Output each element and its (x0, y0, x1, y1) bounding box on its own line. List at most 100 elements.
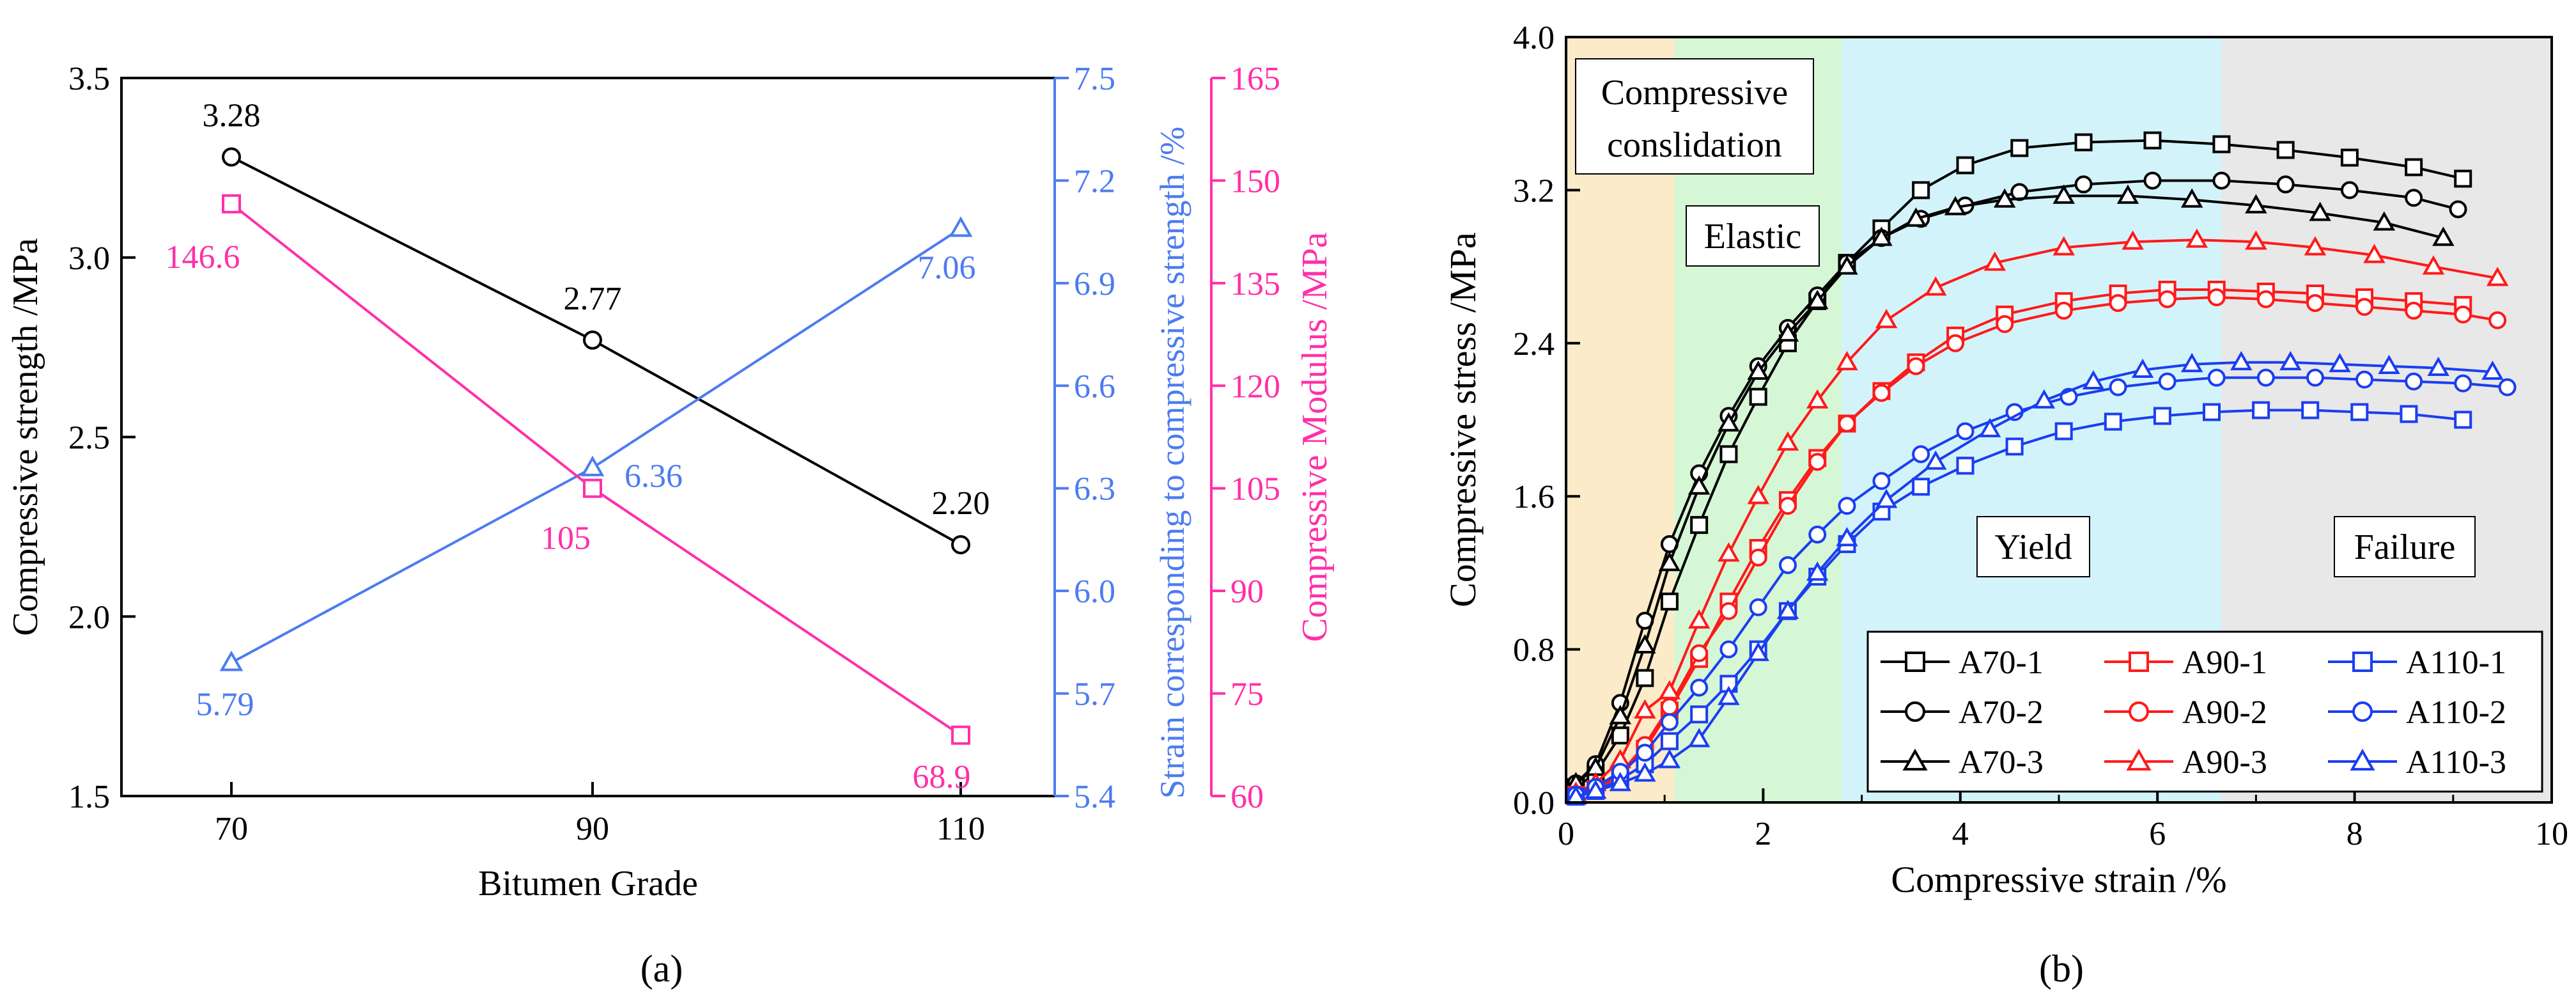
data-point-a90-3 (2052, 236, 2075, 256)
data-point-a110-3 (2481, 360, 2504, 380)
data-point-a70-3 (1806, 290, 1829, 309)
data-point-a70-3 (2245, 194, 2267, 214)
legend-label-a70-2: A70-2 (1959, 694, 2044, 731)
x-tick-label: 90 (576, 811, 609, 847)
legend-label-a90-1: A90-1 (2182, 645, 2267, 681)
region-label-consolidation-line1: Compressive (1601, 73, 1788, 113)
region-label-box-failure (2334, 516, 2476, 577)
x-tick-label: 70 (215, 811, 248, 847)
data-point-a70-3 (2373, 211, 2396, 231)
data-point-a110-3 (1634, 762, 1656, 782)
data-point-a70-2 (2449, 200, 2467, 219)
data-point-a90-3 (1983, 251, 2006, 271)
data-point-a90-3 (1806, 389, 1829, 409)
data-point-a110-3 (1609, 772, 1632, 792)
data-point-square (951, 725, 970, 745)
data-point-circle (583, 330, 602, 350)
legend-marker-a110-1 (2352, 652, 2373, 672)
panel-a-chart: 70 90 110 Bitumen Grade 1.5 2.0 2.5 3.0 3.5 Compr… (6, 61, 1335, 990)
data-point-a70-3 (1944, 196, 1967, 215)
data-point-a110-2 (1808, 526, 1827, 544)
data-point-a110-2 (1778, 556, 1797, 574)
panel-label-b: (b) (2039, 948, 2084, 990)
data-point-a70-1 (2143, 131, 2162, 150)
data-point-a110-2 (2306, 368, 2324, 387)
data-point-a110-2 (2158, 372, 2176, 391)
y-left-tick-label: 1.5 (68, 779, 110, 815)
data-point-a90-2 (2488, 311, 2507, 329)
x-tick-label: 110 (936, 811, 985, 847)
data-point-a110-2 (1872, 472, 1891, 490)
y-right1-axis-label: Strain corresponding to compressive stre… (1153, 127, 1191, 799)
y-right1-tick-label: 6.3 (1074, 471, 1115, 508)
data-point-triangle (580, 455, 605, 476)
data-point-triangle (949, 216, 973, 237)
data-point-a90-2 (1749, 548, 1767, 566)
data-point-a110-3 (2279, 350, 2302, 371)
region-label-box-consolidation (1575, 58, 1814, 175)
data-label-square: 68.9 (913, 759, 971, 795)
data-point-a110-2 (1956, 422, 1975, 441)
y-axis-label: Compressive stress /MPa (1442, 232, 1484, 607)
data-point-circle (951, 535, 970, 554)
panel-label-a: (a) (640, 948, 683, 990)
data-point-a70-1 (1912, 181, 1930, 199)
legend-marker-a70-3 (1902, 748, 1928, 771)
data-point-a90-2 (1872, 384, 1891, 402)
data-point-a110-2 (2405, 372, 2423, 391)
y-right2-tick-label: 165 (1230, 61, 1280, 97)
data-point-a70-1 (1749, 387, 1767, 406)
data-point-a110-1 (2005, 437, 2024, 456)
data-point-a70-2 (2405, 189, 2423, 207)
data-point-a110-2 (2256, 368, 2275, 387)
data-point-a110-1 (1912, 478, 1930, 496)
data-label-triangle: 5.79 (196, 686, 254, 723)
y-right2-tick-label: 120 (1230, 368, 1280, 405)
data-point-a70-1 (1636, 669, 1654, 687)
data-point-a110-1 (2153, 407, 2171, 425)
data-point-a110-1 (2252, 401, 2270, 419)
legend-marker-a90-3 (2126, 748, 2152, 771)
data-point-a90-2 (2158, 290, 2176, 308)
data-point-a110-3 (2378, 354, 2400, 375)
region-label-consolidation-line2: conslidation (1607, 125, 1782, 165)
data-point-a90-2 (1719, 602, 1738, 620)
data-point-a70-2 (2143, 171, 2162, 190)
data-point-circle (222, 147, 241, 167)
data-point-a90-2 (1996, 315, 2014, 333)
data-point-a110-3 (1747, 641, 1769, 661)
y-right1-tick-label: 6.0 (1074, 574, 1115, 610)
data-point-a90-3 (1836, 350, 1858, 371)
data-point-a90-3 (1776, 431, 1799, 451)
data-point-a110-3 (1688, 728, 1711, 747)
data-point-a70-3 (1688, 475, 1711, 495)
data-point-a70-1 (1719, 445, 1738, 464)
y-right1-tick-label: 7.5 (1074, 61, 1115, 97)
y-tick-label: 2.4 (1513, 326, 1555, 363)
series-line-a70-1 (1575, 139, 2463, 788)
data-point-a90-3 (1658, 680, 1681, 699)
data-point-a110-3 (2427, 356, 2449, 377)
legend-marker-a90-1 (2129, 652, 2149, 672)
data-point-a90-3 (1747, 485, 1769, 504)
data-point-a70-3 (1747, 360, 1769, 380)
data-point-a70-2 (2340, 181, 2359, 199)
data-point-a110-1 (2350, 403, 2369, 421)
data-point-a90-3 (2486, 267, 2509, 286)
legend-marker-a110-2 (2352, 701, 2373, 722)
x-tick-label: 4 (1952, 816, 1969, 852)
data-point-a90-3 (2245, 230, 2267, 250)
data-point-a90-3 (2422, 255, 2445, 275)
data-point-a90-3 (2185, 228, 2208, 248)
legend-label-a70-1: A70-1 (1959, 645, 2044, 681)
panel-b-chart: Compressive conslidation Elastic Yield Failu… (1442, 20, 2568, 990)
data-point-a110-2 (1749, 598, 1767, 616)
legend-marker-a70-2 (1905, 701, 1925, 722)
y-right2-tick-label: 90 (1230, 574, 1264, 610)
data-point-a90-2 (2256, 290, 2275, 308)
data-point-a70-1 (1956, 156, 1975, 175)
y-right2-tick-label: 150 (1230, 163, 1280, 199)
data-point-a90-2 (1907, 357, 1925, 375)
y-right2-tick-label: 135 (1230, 266, 1280, 302)
